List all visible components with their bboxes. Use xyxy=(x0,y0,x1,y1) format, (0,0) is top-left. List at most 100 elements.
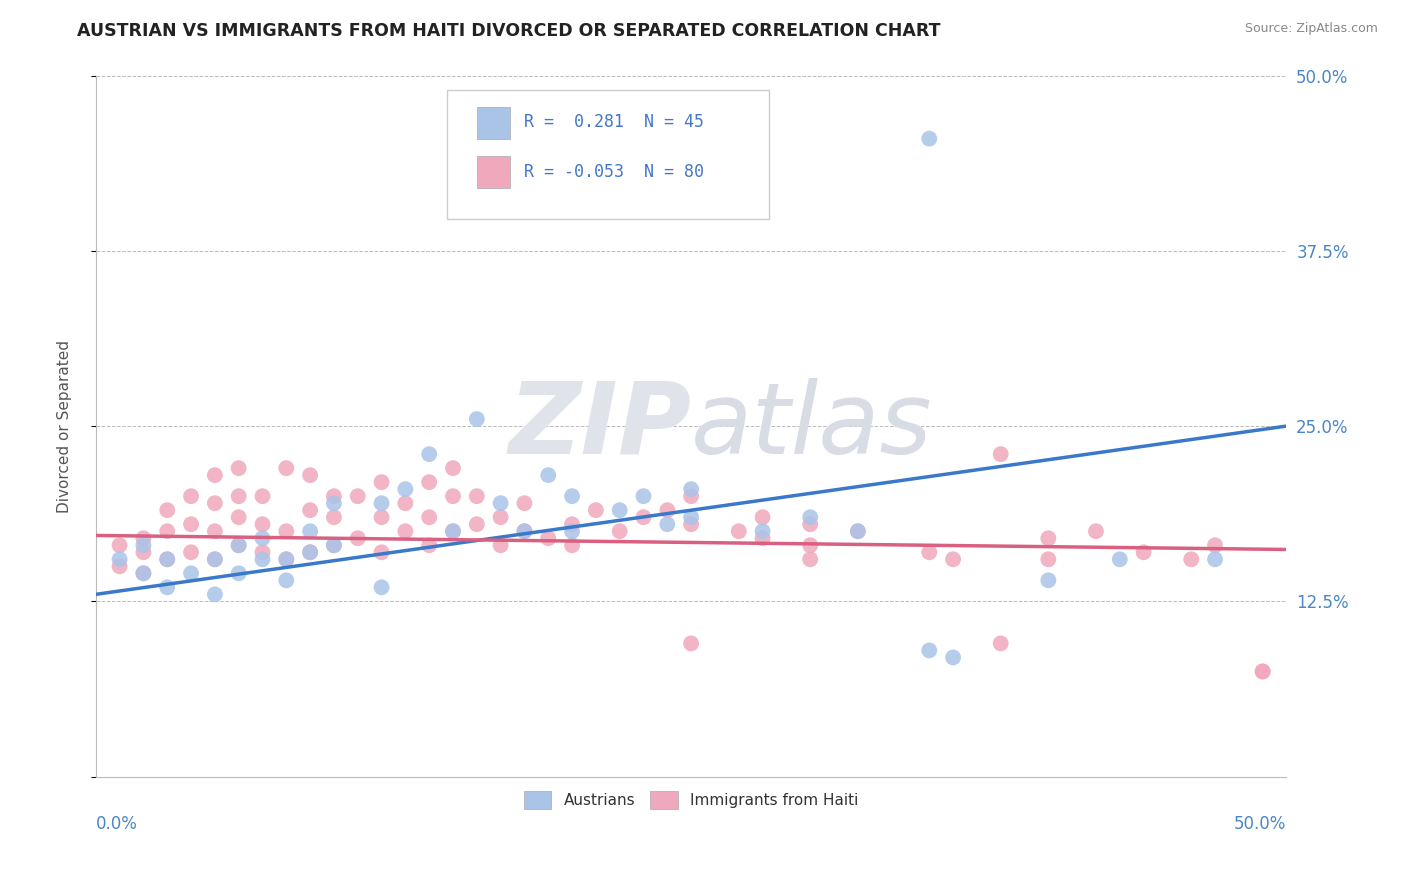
Point xyxy=(252,517,274,532)
Point xyxy=(1084,524,1107,539)
Point xyxy=(370,545,392,559)
Point xyxy=(252,531,274,545)
Point xyxy=(299,503,322,517)
Point xyxy=(799,517,821,532)
Point xyxy=(108,559,131,574)
Point xyxy=(990,447,1012,461)
Point xyxy=(465,412,488,426)
Point xyxy=(299,545,322,559)
Point xyxy=(180,489,202,503)
Point xyxy=(132,566,155,581)
Point xyxy=(657,517,679,532)
Point xyxy=(228,461,250,475)
Text: Source: ZipAtlas.com: Source: ZipAtlas.com xyxy=(1244,22,1378,36)
Text: ZIP: ZIP xyxy=(508,377,692,475)
Point xyxy=(252,552,274,566)
Point xyxy=(918,643,941,657)
FancyBboxPatch shape xyxy=(477,156,510,187)
Text: R =  0.281  N = 45: R = 0.281 N = 45 xyxy=(524,113,704,131)
Point xyxy=(204,468,226,483)
Point xyxy=(156,503,179,517)
Point xyxy=(108,538,131,552)
Point xyxy=(299,524,322,539)
Point xyxy=(180,517,202,532)
Point xyxy=(299,468,322,483)
Point xyxy=(394,496,416,510)
Point xyxy=(799,510,821,524)
Point xyxy=(204,552,226,566)
Point xyxy=(513,524,536,539)
Point xyxy=(370,475,392,490)
Point xyxy=(346,489,368,503)
Point xyxy=(441,461,464,475)
Point xyxy=(918,131,941,145)
Point xyxy=(323,510,346,524)
Point xyxy=(585,503,607,517)
Point xyxy=(727,524,749,539)
Point xyxy=(299,545,322,559)
Point xyxy=(441,524,464,539)
Point xyxy=(252,489,274,503)
Point xyxy=(681,510,703,524)
Point xyxy=(681,517,703,532)
Point xyxy=(276,552,298,566)
Point xyxy=(561,517,583,532)
Point xyxy=(942,552,965,566)
Point xyxy=(751,531,773,545)
Point xyxy=(465,489,488,503)
Point xyxy=(537,531,560,545)
Point xyxy=(204,552,226,566)
Point xyxy=(681,482,703,496)
Point xyxy=(323,538,346,552)
Point xyxy=(990,636,1012,650)
Point xyxy=(108,552,131,566)
Point xyxy=(204,496,226,510)
Point xyxy=(1038,552,1060,566)
Point xyxy=(799,552,821,566)
Point xyxy=(633,489,655,503)
Point xyxy=(513,524,536,539)
Point xyxy=(252,545,274,559)
Point xyxy=(180,566,202,581)
Point xyxy=(228,538,250,552)
Point xyxy=(323,538,346,552)
Point xyxy=(799,538,821,552)
Point xyxy=(228,566,250,581)
Point xyxy=(846,524,869,539)
Point xyxy=(441,524,464,539)
Point xyxy=(681,489,703,503)
Point xyxy=(132,538,155,552)
Point xyxy=(561,489,583,503)
Point xyxy=(156,524,179,539)
Point xyxy=(394,524,416,539)
Text: AUSTRIAN VS IMMIGRANTS FROM HAITI DIVORCED OR SEPARATED CORRELATION CHART: AUSTRIAN VS IMMIGRANTS FROM HAITI DIVORC… xyxy=(77,22,941,40)
Point xyxy=(513,496,536,510)
Point xyxy=(633,510,655,524)
Point xyxy=(1204,552,1226,566)
Point xyxy=(323,489,346,503)
Point xyxy=(276,574,298,588)
Legend: Austrians, Immigrants from Haiti: Austrians, Immigrants from Haiti xyxy=(512,779,870,822)
Point xyxy=(561,538,583,552)
Point xyxy=(561,524,583,539)
Point xyxy=(418,510,440,524)
Point xyxy=(156,552,179,566)
Point xyxy=(346,531,368,545)
Point xyxy=(751,524,773,539)
FancyBboxPatch shape xyxy=(477,107,510,138)
Point xyxy=(276,524,298,539)
Point xyxy=(370,496,392,510)
Point xyxy=(727,194,749,209)
Point xyxy=(156,580,179,594)
Point xyxy=(846,524,869,539)
Point xyxy=(441,489,464,503)
Text: 0.0%: 0.0% xyxy=(96,815,138,833)
Point xyxy=(204,524,226,539)
Point xyxy=(1038,531,1060,545)
Text: R = -0.053  N = 80: R = -0.053 N = 80 xyxy=(524,162,704,180)
Point xyxy=(228,538,250,552)
Point xyxy=(1108,552,1130,566)
Text: atlas: atlas xyxy=(692,377,932,475)
Point xyxy=(132,545,155,559)
Point xyxy=(1251,665,1274,679)
